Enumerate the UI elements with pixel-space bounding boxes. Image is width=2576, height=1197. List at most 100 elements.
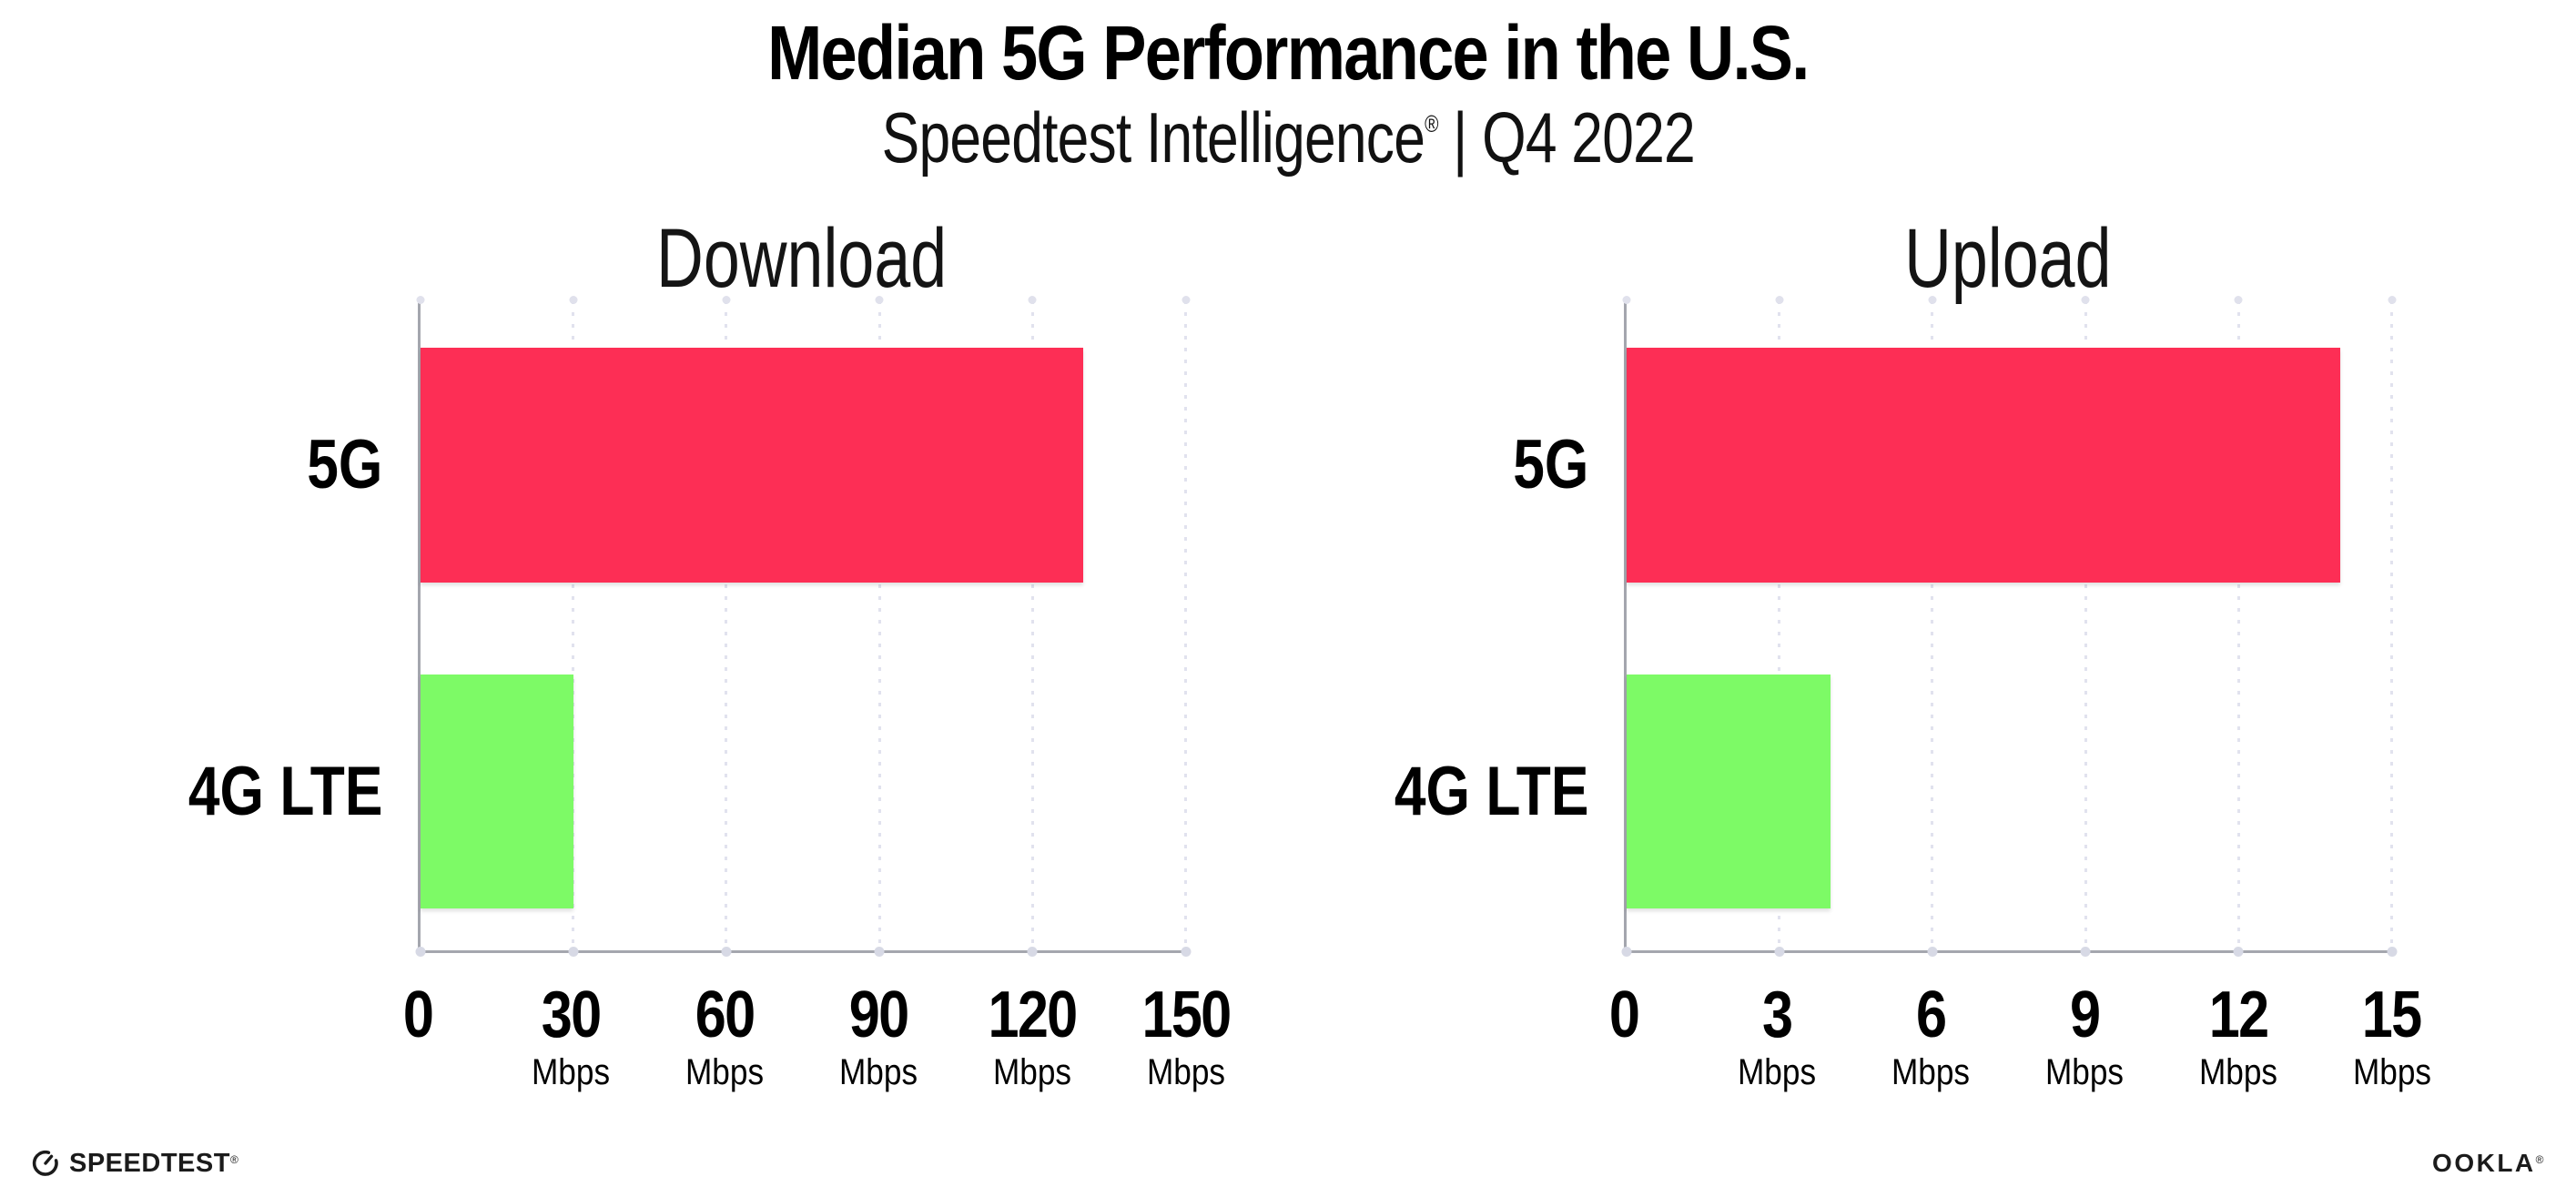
gridline-top-dot (2388, 296, 2396, 304)
x-tick-unit: Mbps (1146, 1052, 1225, 1092)
ookla-registered-icon: ® (2535, 1153, 2546, 1166)
x-tick-label: 6 (1915, 979, 1947, 1051)
gridline (877, 300, 881, 950)
ookla-wordmark: OOKLA (2432, 1149, 2536, 1177)
download-category-labels: 5G 4G LTE (185, 300, 418, 953)
axis-tick-dot (1181, 947, 1191, 957)
main-title-text: Median 5G Performance in the U.S. (767, 10, 1810, 96)
x-tick-label: 12 (2208, 979, 2268, 1051)
gridline-top-dot (2081, 296, 2090, 304)
download-chart-title: Download (655, 212, 948, 305)
bar-4g-lte (420, 675, 573, 908)
gridline (725, 300, 728, 950)
x-tick-unit: Mbps (2352, 1052, 2431, 1092)
speedtest-registered-icon: ® (229, 1152, 239, 1166)
upload-x-axis-ticks: 0 3 Mbps 6 Mbps 9 Mbps 12 Mbps 15 Mbps (1608, 982, 2430, 1114)
gridline-top-dot (2234, 296, 2243, 304)
x-tick-unit: Mbps (2198, 1052, 2277, 1092)
x-tick-label: 15 (2362, 979, 2422, 1051)
ookla-logo: OOKLA® (2432, 1151, 2546, 1176)
gridline (1778, 300, 1781, 950)
speedtest-logo: SPEEDTEST® (30, 1148, 238, 1179)
x-tick-label: 0 (402, 979, 433, 1051)
axis-top-dot (1622, 296, 1630, 304)
gridline (572, 300, 575, 950)
subtitle: Speedtest Intelligence® | Q4 2022 (0, 102, 2576, 173)
axis-tick-dot (568, 947, 579, 957)
x-tick: 150 Mbps (1133, 982, 1237, 1090)
x-tick: 0 (1606, 982, 1640, 1048)
gridline-top-dot (722, 296, 731, 304)
download-chart-body: 5G 4G LTE (185, 296, 1191, 957)
gridline-top-dot (1928, 296, 1937, 304)
upload-chart: Upload 5G 4G LTE 0 3 Mbps 6 Mbps 9 Mbps 12 Mbps 15… (1391, 212, 2431, 1114)
category-label-5g: 5G (1513, 426, 1589, 503)
page-title: Median 5G Performance in the U.S. (0, 15, 2576, 91)
axis-tick-dot (874, 947, 885, 957)
bar-4g-lte (1626, 675, 1831, 908)
axis-tick-dot (1027, 947, 1038, 957)
charts-row: Download 5G 4G LTE 0 30 Mbps 60 Mbps 90 Mbps 120… (0, 217, 2576, 1114)
x-tick-label: 9 (2069, 979, 2101, 1051)
x-tick-unit: Mbps (685, 1052, 765, 1092)
x-tick-unit: Mbps (992, 1052, 1071, 1092)
x-tick: 6 Mbps (1886, 982, 1975, 1090)
subtitle-period: | Q4 2022 (1437, 97, 1696, 178)
upload-chart-title: Upload (1903, 212, 2112, 305)
speedtest-gauge-icon (32, 1150, 58, 1176)
download-chart: Download 5G 4G LTE 0 30 Mbps 60 Mbps 90 Mbps 120… (185, 212, 1232, 1114)
x-tick: 12 Mbps (2194, 982, 2283, 1090)
subtitle-brand: Speedtest Intelligence (881, 97, 1425, 178)
x-tick-unit: Mbps (1891, 1052, 1971, 1092)
x-tick-label: 3 (1762, 979, 1793, 1051)
axis-tick-dot (1621, 947, 1631, 957)
x-tick-unit: Mbps (532, 1052, 611, 1092)
bar-5g (420, 348, 1084, 583)
upload-chart-body: 5G 4G LTE (1391, 296, 2397, 957)
x-tick: 90 Mbps (834, 982, 923, 1090)
bar-5g (1626, 348, 2341, 583)
gridline-top-dot (1182, 296, 1190, 304)
speedtest-wordmark: SPEEDTEST (69, 1148, 230, 1178)
x-tick: 15 Mbps (2348, 982, 2437, 1090)
x-tick: 0 (400, 982, 434, 1048)
x-tick-label: 90 (848, 979, 909, 1051)
axis-tick-dot (2080, 947, 2091, 957)
gridline (1030, 300, 1034, 950)
figure-footer: SPEEDTEST® OOKLA® (30, 1148, 2546, 1179)
category-label-5g: 5G (307, 426, 383, 503)
x-tick-label: 120 (988, 979, 1078, 1051)
x-tick-unit: Mbps (838, 1052, 918, 1092)
axis-top-dot (416, 296, 424, 304)
gridline (1184, 300, 1187, 950)
x-tick: 9 Mbps (2040, 982, 2129, 1090)
x-tick: 120 Mbps (980, 982, 1084, 1090)
upload-plot-area (1621, 296, 2397, 957)
x-tick-label: 60 (695, 979, 756, 1051)
axis-tick-dot (1927, 947, 1938, 957)
x-tick-unit: Mbps (2044, 1052, 2124, 1092)
gridline-top-dot (1028, 296, 1037, 304)
gridline-top-dot (569, 296, 578, 304)
x-tick-label: 150 (1141, 979, 1232, 1051)
gridline (1931, 300, 1934, 950)
axis-tick-dot (721, 947, 732, 957)
category-label-4g-lte: 4G LTE (1394, 753, 1589, 830)
figure-header: Median 5G Performance in the U.S. Speedt… (0, 0, 2576, 173)
download-x-axis-ticks: 0 30 Mbps 60 Mbps 90 Mbps 120 Mbps 150 Mbps (402, 979, 1231, 1114)
axis-tick-dot (2387, 947, 2397, 957)
axis-tick-dot (1774, 947, 1785, 957)
gridline-top-dot (1775, 296, 1784, 304)
category-label-4g-lte: 4G LTE (188, 753, 383, 830)
x-tick: 30 Mbps (526, 982, 615, 1090)
gridline-top-dot (875, 296, 884, 304)
gridline (2236, 300, 2240, 950)
gridline (2084, 300, 2087, 950)
upload-category-labels: 5G 4G LTE (1391, 300, 1624, 953)
x-tick-label: 0 (1608, 979, 1639, 1051)
axis-tick-dot (2233, 947, 2244, 957)
x-tick: 3 Mbps (1732, 982, 1821, 1090)
x-tick-label: 30 (541, 979, 602, 1051)
axis-tick-dot (415, 947, 425, 957)
